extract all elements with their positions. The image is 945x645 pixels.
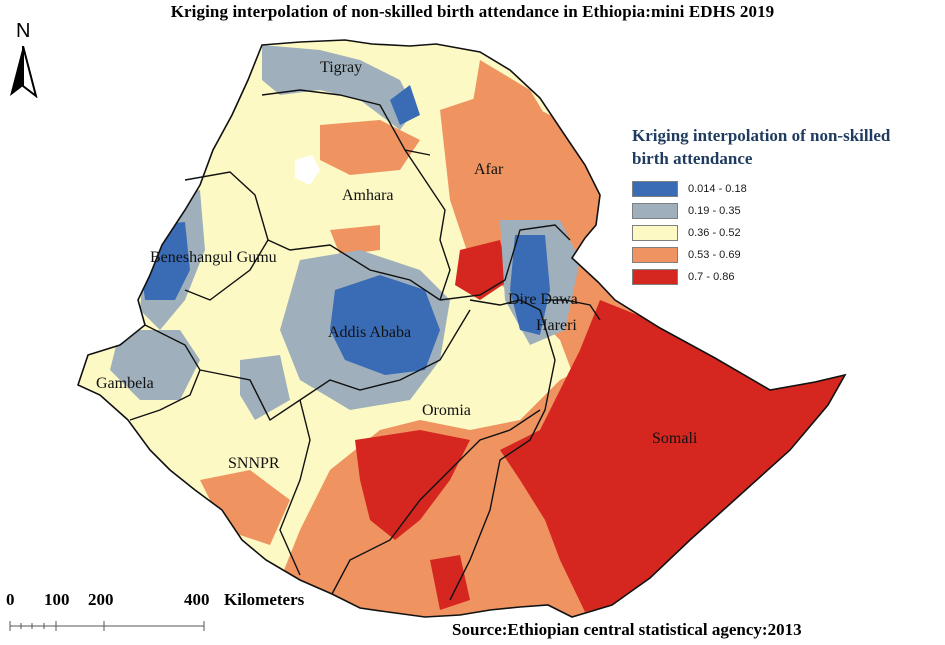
legend-item: 0.53 - 0.69	[632, 244, 937, 266]
legend-swatch	[632, 225, 678, 241]
legend-label: 0.19 - 0.35	[688, 205, 741, 217]
legend-items: 0.014 - 0.18 0.19 - 0.35 0.36 - 0.52 0.5…	[632, 178, 937, 288]
region-label-gambela: Gambela	[96, 375, 154, 392]
legend-label: 0.53 - 0.69	[688, 249, 741, 261]
region-label-tigray: Tigray	[320, 59, 362, 76]
legend-label: 0.36 - 0.52	[688, 227, 741, 239]
scale-tick-400: 400	[184, 590, 210, 609]
kriging-surface	[78, 40, 845, 617]
source-note: Source:Ethiopian central statistical age…	[452, 620, 802, 639]
region-label-snnpr: SNNPR	[228, 455, 280, 472]
map-legend: Kriging interpolation of non-skilled bir…	[632, 124, 937, 288]
legend-label: 0.014 - 0.18	[688, 183, 747, 195]
scale-tick-200: 200	[88, 590, 114, 609]
north-arrow: N	[6, 20, 40, 98]
region-label-beneshangul-gumu: Beneshangul Gumu	[150, 249, 277, 266]
legend-label: 0.7 - 0.86	[688, 271, 735, 283]
region-label-addis-ababa: Addis Ababa	[328, 324, 411, 341]
region-label-amhara: Amhara	[342, 187, 394, 204]
legend-swatch	[632, 269, 678, 285]
region-label-oromia: Oromia	[422, 402, 471, 419]
scale-bar: 0 100 200 400 Kilometers	[6, 590, 336, 640]
legend-swatch	[632, 181, 678, 197]
legend-item: 0.36 - 0.52	[632, 222, 937, 244]
legend-swatch	[632, 203, 678, 219]
legend-title-line2: birth attendance	[632, 149, 753, 168]
region-label-afar: Afar	[474, 161, 504, 178]
north-letter: N	[16, 20, 31, 42]
region-boundaries	[129, 89, 601, 601]
region-label-dire-dawa: Dire Dawa	[508, 291, 578, 308]
north-arrow-icon	[10, 46, 38, 98]
scale-tick-0: 0	[6, 590, 15, 609]
legend-swatch	[632, 247, 678, 263]
legend-item: 0.7 - 0.86	[632, 266, 937, 288]
region-label-somali: Somali	[652, 430, 698, 447]
scale-unit: Kilometers	[224, 590, 305, 609]
map-title: Kriging interpolation of non-skilled bir…	[170, 2, 775, 21]
legend-item: 0.19 - 0.35	[632, 200, 937, 222]
legend-title-line1: Kriging interpolation of non-skilled	[632, 126, 891, 145]
region-label-hareri: Hareri	[536, 317, 577, 334]
region-labels: Tigray Afar Amhara Beneshangul Gumu Dire…	[96, 59, 698, 472]
scale-tick-100: 100	[44, 590, 70, 609]
legend-item: 0.014 - 0.18	[632, 178, 937, 200]
scale-bar-graphic	[9, 621, 205, 631]
